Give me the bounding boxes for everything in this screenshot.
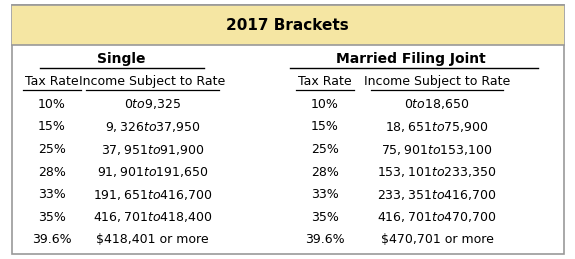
Text: 10%: 10% xyxy=(38,98,66,111)
Text: 28%: 28% xyxy=(38,166,66,179)
Text: 25%: 25% xyxy=(311,143,339,156)
Text: 10%: 10% xyxy=(311,98,339,111)
Text: 33%: 33% xyxy=(311,188,339,201)
Text: Married Filing Joint: Married Filing Joint xyxy=(336,52,486,66)
Text: 28%: 28% xyxy=(311,166,339,179)
Text: $91,901 to $191,650: $91,901 to $191,650 xyxy=(97,165,208,179)
Text: $153,101 to $233,350: $153,101 to $233,350 xyxy=(377,165,497,179)
Text: $416,701 to $418,400: $416,701 to $418,400 xyxy=(93,210,212,224)
Text: $0 to $9,325: $0 to $9,325 xyxy=(124,97,181,111)
Text: 15%: 15% xyxy=(38,120,66,133)
Text: 33%: 33% xyxy=(38,188,66,201)
Text: Income Subject to Rate: Income Subject to Rate xyxy=(79,75,225,88)
Text: 39.6%: 39.6% xyxy=(305,233,344,246)
Text: $0 to $18,650: $0 to $18,650 xyxy=(404,97,470,111)
Text: 15%: 15% xyxy=(311,120,339,133)
Text: $18,651 to $75,900: $18,651 to $75,900 xyxy=(385,120,489,134)
Text: Income Subject to Rate: Income Subject to Rate xyxy=(364,75,510,88)
Text: 35%: 35% xyxy=(38,211,66,224)
Text: $191,651 to $416,700: $191,651 to $416,700 xyxy=(93,188,212,202)
Text: $37,951 to $91,900: $37,951 to $91,900 xyxy=(101,142,204,157)
Text: $9,326 to $37,950: $9,326 to $37,950 xyxy=(105,120,200,134)
Text: $418,401 or more: $418,401 or more xyxy=(96,233,209,246)
Text: 2017 Brackets: 2017 Brackets xyxy=(226,18,349,33)
Text: $416,701 to $470,700: $416,701 to $470,700 xyxy=(377,210,497,224)
Text: Tax Rate: Tax Rate xyxy=(25,75,79,88)
Text: 35%: 35% xyxy=(311,211,339,224)
Bar xyxy=(12,5,564,45)
Text: 25%: 25% xyxy=(38,143,66,156)
Text: $233,351 to $416,700: $233,351 to $416,700 xyxy=(377,188,497,202)
Text: 39.6%: 39.6% xyxy=(32,233,71,246)
Text: Tax Rate: Tax Rate xyxy=(298,75,352,88)
Text: Single: Single xyxy=(97,52,145,66)
Text: $470,701 or more: $470,701 or more xyxy=(381,233,493,246)
Text: $75,901 to $153,100: $75,901 to $153,100 xyxy=(381,142,493,157)
